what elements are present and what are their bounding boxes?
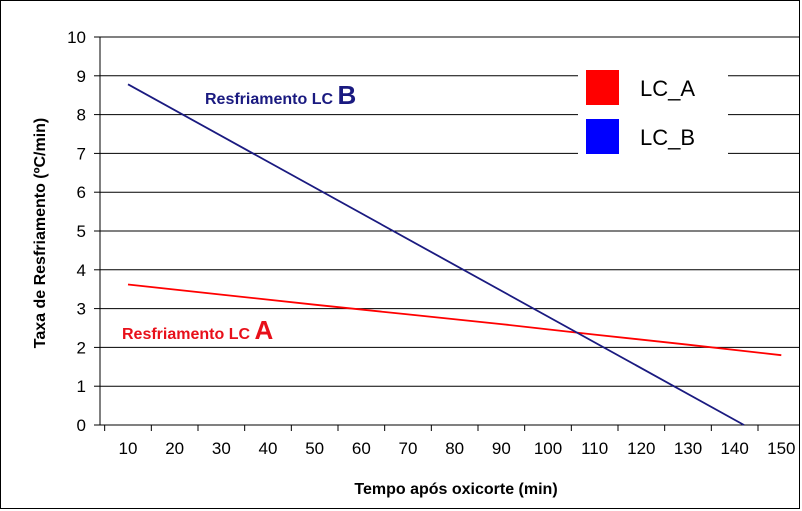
y-tick-label-7: 7 xyxy=(77,144,86,163)
x-tick-label-70: 70 xyxy=(399,439,418,458)
y-tick-label-4: 4 xyxy=(77,261,86,280)
annotation-lc-b-text: Resfriamento LC xyxy=(205,91,337,108)
y-axis-title: Taxa de Resfriamento (ºC/min) xyxy=(32,118,49,348)
x-tick-label-20: 20 xyxy=(165,439,184,458)
x-tick-label-120: 120 xyxy=(627,439,655,458)
series-line-lc-b xyxy=(127,83,745,426)
y-tick-label-1: 1 xyxy=(77,377,86,396)
legend-swatch-lc-a xyxy=(586,70,619,105)
y-tick-label-3: 3 xyxy=(77,300,86,319)
x-tick-label-10: 10 xyxy=(119,439,138,458)
x-tick-label-60: 60 xyxy=(352,439,371,458)
y-tick-label-10: 10 xyxy=(67,28,86,47)
x-tick-label-130: 130 xyxy=(674,439,702,458)
legend-label-lc-b: LC_B xyxy=(640,125,695,150)
series-lines xyxy=(127,83,782,426)
x-tick-label-80: 80 xyxy=(445,439,464,458)
annotation-lc-a-letter: A xyxy=(254,315,273,345)
x-axis-title: Tempo após oxicorte (min) xyxy=(354,481,557,498)
y-tick-label-2: 2 xyxy=(77,338,86,357)
annotation-lc-a: Resfriamento LC A xyxy=(122,315,273,345)
y-tick-labels: 0 1 2 3 4 5 6 7 8 9 10 xyxy=(67,28,86,435)
svg-text:Resfriamento LC A: Resfriamento LC A xyxy=(122,315,273,345)
x-tick-label-100: 100 xyxy=(534,439,562,458)
x-tick-labels: 10 20 30 40 50 60 70 80 90 100 110 120 130 140 150 xyxy=(119,439,796,458)
series-line-lc-a xyxy=(127,283,782,357)
x-tick-label-30: 30 xyxy=(212,439,231,458)
annotation-lc-b: Resfriamento LC B xyxy=(205,80,356,110)
legend-label-lc-a: LC_A xyxy=(640,76,695,101)
legend: LC_A LC_B xyxy=(578,61,728,156)
y-tick-label-6: 6 xyxy=(77,183,86,202)
x-tick-label-140: 140 xyxy=(720,439,748,458)
y-tick-label-5: 5 xyxy=(77,222,86,241)
y-tick-label-0: 0 xyxy=(77,416,86,435)
x-tick-label-90: 90 xyxy=(492,439,511,458)
plot-area-axes xyxy=(94,36,759,431)
x-tick-label-110: 110 xyxy=(581,439,608,458)
x-tick-label-40: 40 xyxy=(259,439,278,458)
x-tick-label-150: 150 xyxy=(767,439,795,458)
y-tick-label-9: 9 xyxy=(77,67,86,86)
y-tick-label-8: 8 xyxy=(77,106,86,125)
annotation-lc-b-letter: B xyxy=(337,80,356,110)
legend-swatch-lc-b xyxy=(586,119,619,154)
x-tick-label-50: 50 xyxy=(305,439,324,458)
svg-text:Resfriamento LC B: Resfriamento LC B xyxy=(205,80,356,110)
annotation-lc-a-text: Resfriamento LC xyxy=(122,326,254,343)
